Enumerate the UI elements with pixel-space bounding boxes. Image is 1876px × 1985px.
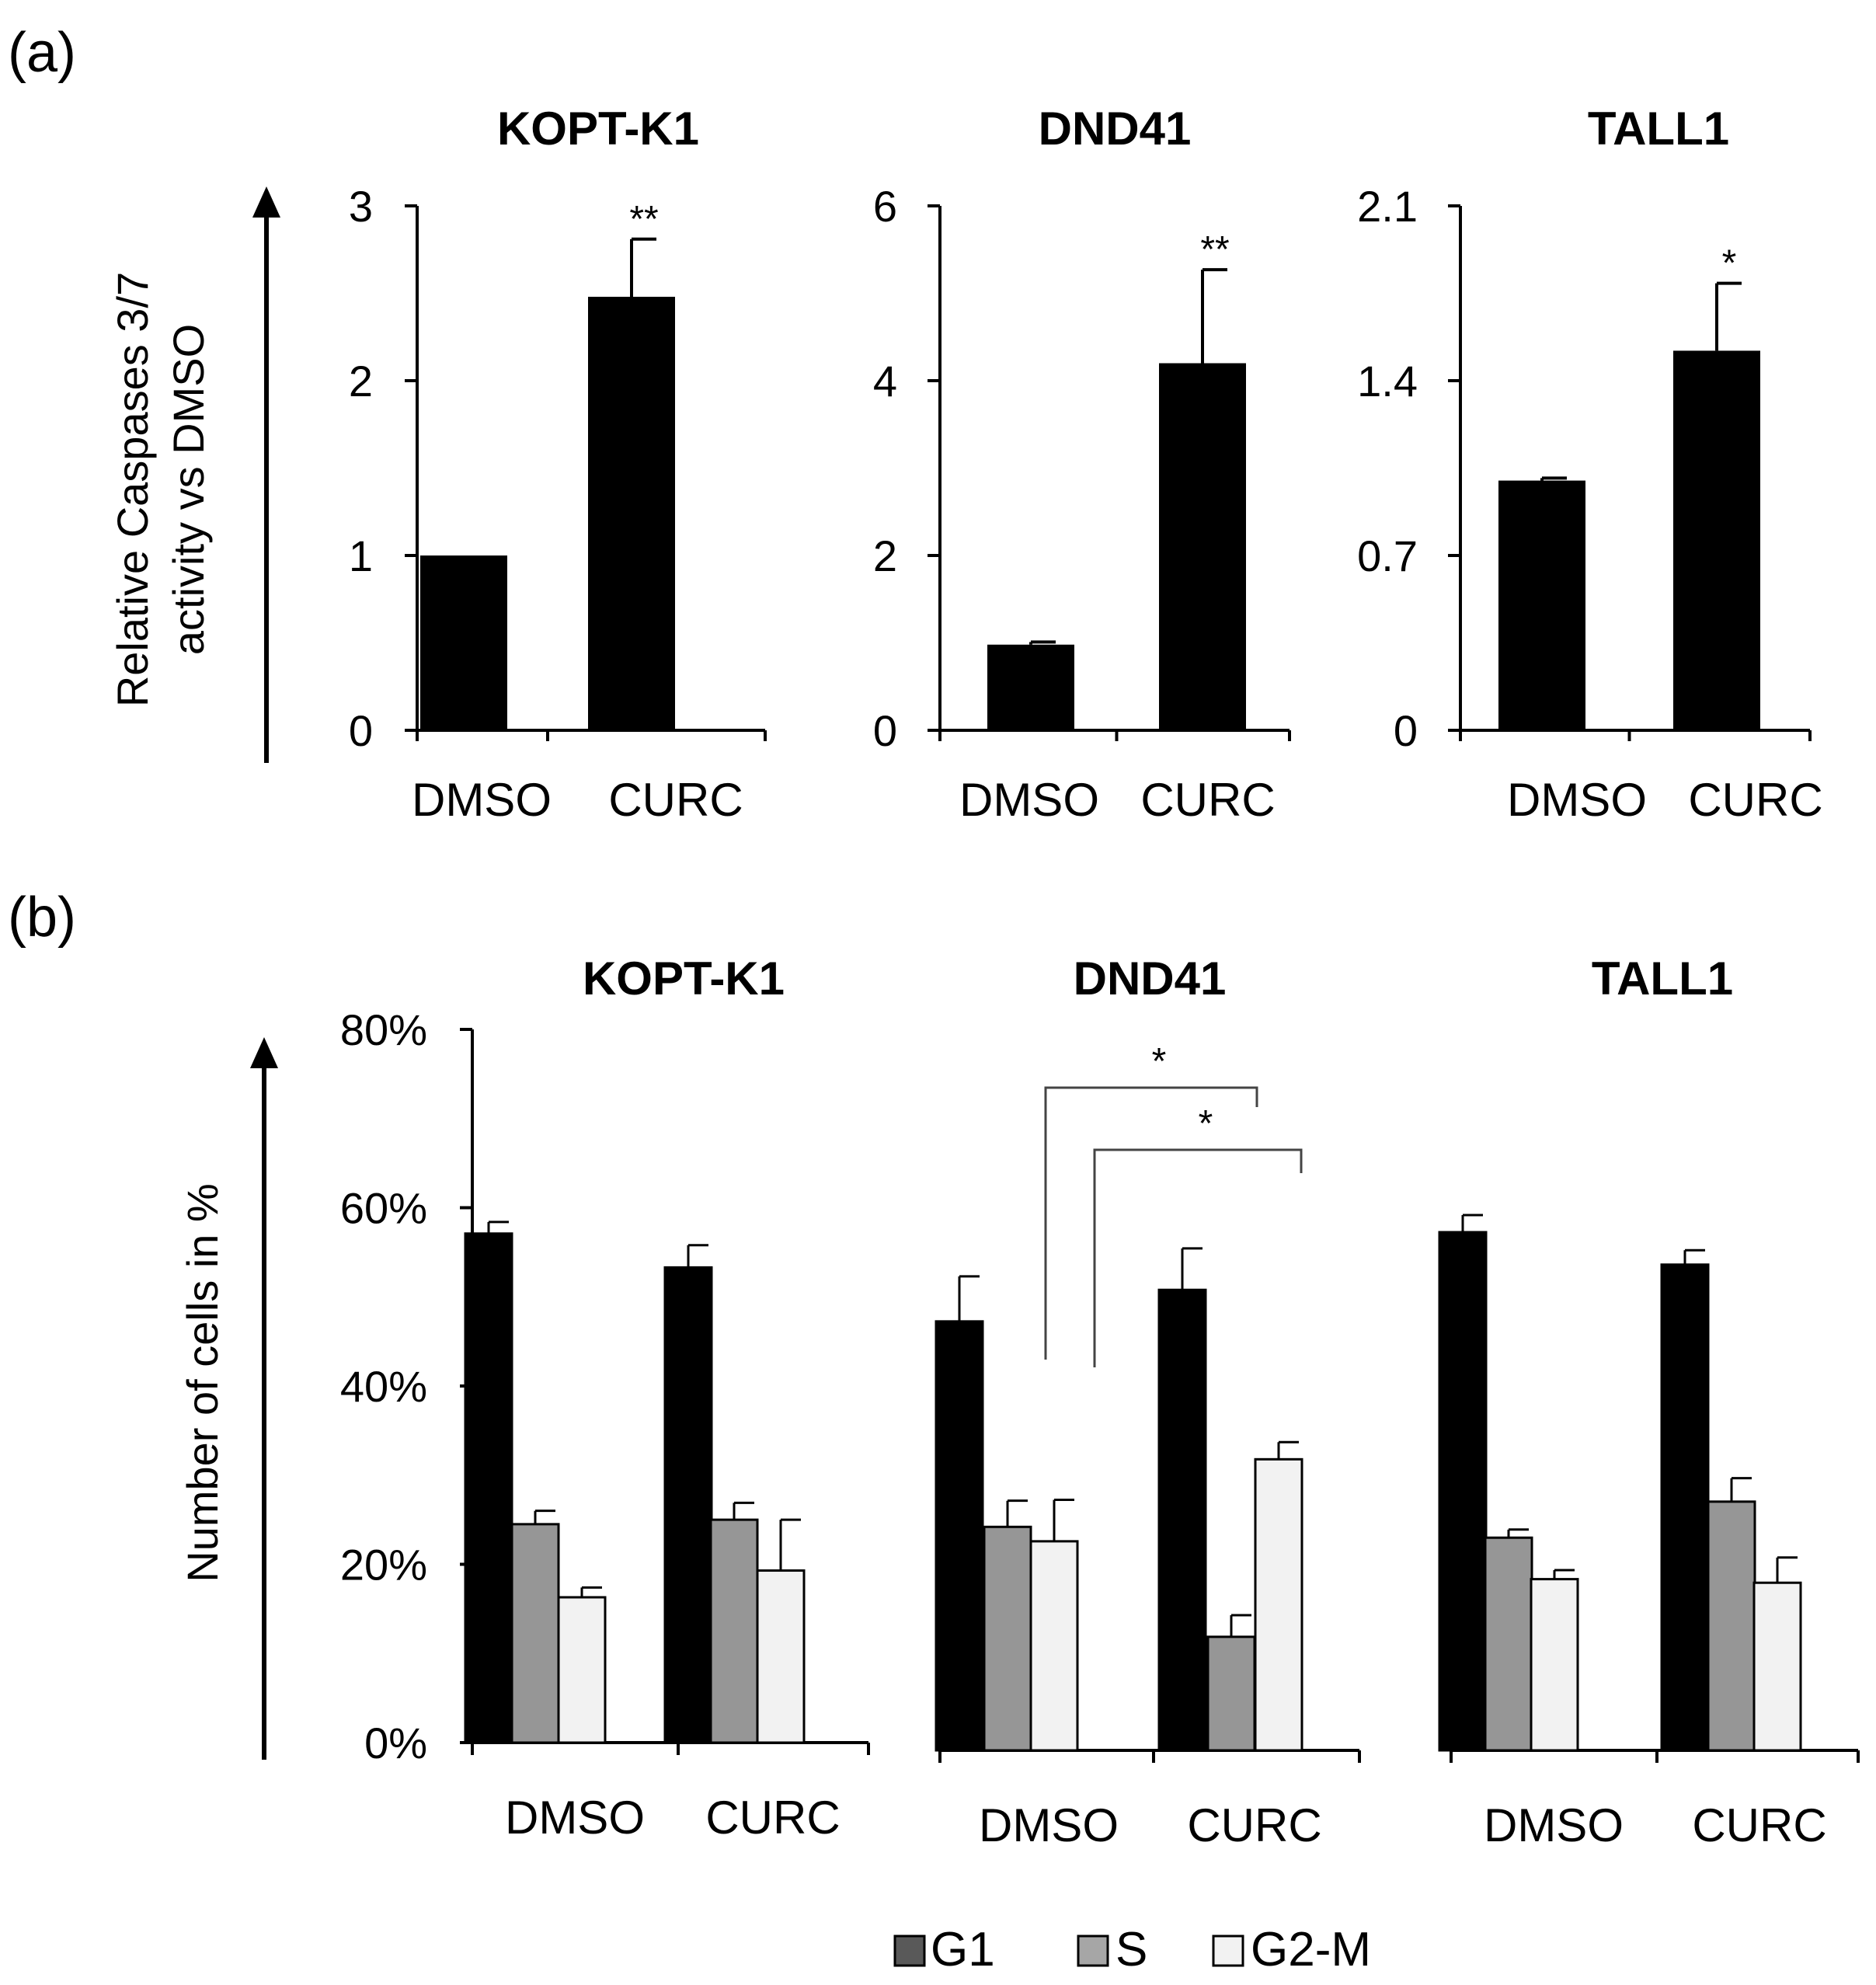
y-tick-label-1: 1 [349,531,373,580]
panel-a-y-arrow [252,186,280,763]
y-tick-label-20: 20% [340,1541,427,1590]
x-category-label-curc: CURC [1692,1799,1826,1851]
bar-dmso-g2-m [557,1596,607,1744]
chart-b-dnd41: DND41 DMSO CURC * * [935,952,1361,1851]
bar-dmso-g1 [1438,1231,1488,1752]
y-tick-label-2: 2 [873,531,897,580]
significance-bracket-label-2: * [1199,1103,1213,1144]
bar-curc [1159,363,1246,730]
chart-title: DND41 [1039,103,1192,155]
legend-label-g2m: G2-M [1251,1923,1371,1976]
x-category-label-dmso: DMSO [979,1799,1119,1851]
legend-swatch-g2m [1212,1935,1244,1967]
significance-curc: ** [1200,229,1229,270]
significance-bracket-2 [1093,1148,1303,1367]
bar-dmso [1498,480,1585,730]
y-tick-label-1-4: 1.4 [1357,357,1418,406]
chart-title: TALL1 [1592,952,1733,1005]
legend-label-g1: G1 [931,1923,995,1976]
bar-curc-g2-m [1254,1457,1303,1752]
bar-dmso-g2-m [1029,1540,1079,1752]
significance-bracket-1 [1044,1086,1258,1360]
bar-curc-g2-m [756,1569,806,1744]
bar-curc-g1 [663,1266,713,1744]
bar-curc-g1 [1660,1263,1710,1752]
bar-curc-s [709,1518,759,1744]
chart-title: TALL1 [1588,103,1729,155]
y-tick-label-60: 60% [340,1184,427,1233]
bar-dmso-s [510,1523,560,1744]
significance-curc: * [1722,243,1737,284]
legend: G1 S G2-M [893,1923,1371,1976]
bar-dmso [420,555,507,730]
panel-a-label: (a) [8,22,76,84]
significance-curc: ** [629,199,658,240]
x-category-label-dmso: DMSO [1484,1799,1624,1851]
chart-a-koptk1: KOPT-K1 0 1 2 3 DMSO CURC ** [349,103,767,826]
bar-curc-s [1206,1635,1256,1752]
panel-a-ylabel-line2: activity vs DMSO [164,324,213,655]
bar-curc-g1 [1157,1288,1207,1752]
bar-dmso-s [983,1525,1032,1752]
chart-a-tall1: TALL1 0 0.7 1.4 2.1 DMSO CURC * [1357,103,1823,826]
legend-swatch-g1 [893,1935,926,1967]
panel-b-y-arrow [250,1037,278,1760]
legend-label-s: S [1116,1923,1147,1976]
bar-dmso-g1 [464,1232,513,1744]
y-tick-label-2-1: 2.1 [1357,182,1418,231]
bar-curc [588,297,675,730]
y-tick-label-0: 0 [349,706,373,755]
x-category-label-dmso: DMSO [1507,774,1647,826]
chart-b-tall1: TALL1 DMSO CURC [1438,952,1860,1851]
bar-curc-g2-m [1752,1581,1802,1752]
chart-a-dnd41: DND41 0 2 4 6 DMSO CURC ** [873,103,1291,826]
x-category-label-curc: CURC [1140,774,1275,826]
x-category-label-curc: CURC [1688,774,1822,826]
y-tick-label-0: 0 [1394,706,1418,755]
bar-curc-s [1707,1500,1756,1752]
x-category-label-curc: CURC [1187,1799,1321,1851]
y-tick-label-0-7: 0.7 [1357,531,1418,580]
panel-b-label: (b) [8,886,76,949]
y-tick-label-0: 0 [873,706,897,755]
x-category-label-curc: CURC [705,1792,840,1844]
chart-title: DND41 [1074,952,1227,1005]
y-tick-label-40: 40% [340,1362,427,1411]
bar-dmso-s [1484,1536,1533,1752]
bar-dmso-g1 [935,1320,984,1752]
y-tick-label-6: 6 [873,182,897,231]
y-tick-label-2: 2 [349,357,373,406]
significance-bracket-label-1: * [1152,1041,1167,1082]
x-category-label-dmso: DMSO [959,774,1099,826]
y-tick-label-4: 4 [873,357,897,406]
chart-b-koptk1: KOPT-K1 0% 20% 40% 60% 80% DMSO CURC [340,952,870,1844]
bar-curc [1673,350,1760,730]
y-tick-label-3: 3 [349,182,373,231]
legend-swatch-s [1077,1935,1109,1967]
chart-title: KOPT-K1 [583,952,785,1005]
bar-dmso-g2-m [1530,1578,1579,1752]
panel-b-ylabel: Number of cells in % [178,1183,227,1583]
panel-a-ylabel-line1: Relative Caspases 3/7 [108,272,157,707]
x-category-label-dmso: DMSO [505,1792,645,1844]
chart-title: KOPT-K1 [497,103,699,155]
x-category-label-dmso: DMSO [412,774,552,826]
y-tick-label-0: 0% [364,1719,427,1767]
y-tick-label-80: 80% [340,1005,427,1054]
bar-dmso [987,644,1074,730]
x-category-label-curc: CURC [608,774,743,826]
